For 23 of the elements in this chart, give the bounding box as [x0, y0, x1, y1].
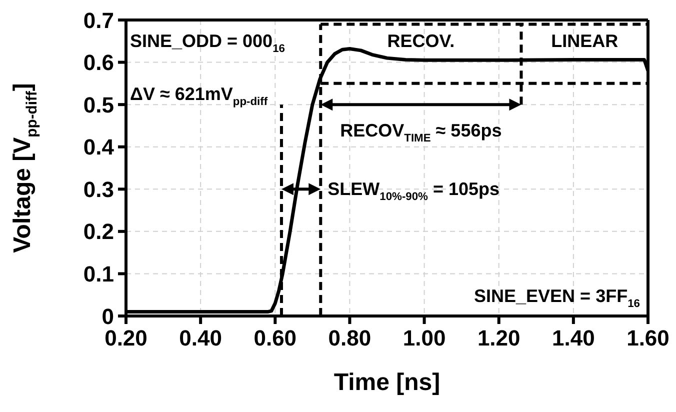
y-axis-title: Voltage [Vpp-diff]	[9, 83, 41, 253]
y-tick-label: 0.4	[83, 134, 115, 160]
x-tick-label: 0.60	[254, 326, 297, 351]
y-tick-label: 0.2	[83, 219, 114, 244]
x-tick-label: 1.20	[477, 326, 520, 351]
x-axis-title: Time [ns]	[334, 369, 440, 396]
x-tick-label: 0.80	[328, 326, 372, 351]
y-tick-label: 0.5	[83, 92, 114, 118]
y-tick-label: 0.6	[83, 50, 114, 76]
y-tick-label: 0.1	[83, 262, 114, 287]
x-tick-label: 1.00	[402, 326, 446, 351]
x-tick-label: 1.60	[626, 326, 670, 351]
annotation: RECOV$_{TIME}$ ≈ 556ps	[340, 120, 502, 145]
y-tick-label: 0.7	[83, 8, 114, 33]
x-tick-label: 0.40	[179, 326, 222, 351]
annotation: LINEAR	[551, 31, 618, 51]
x-tick-label: 1.40	[552, 326, 595, 351]
annotation: SINE_ODD = 000$_{16}$	[130, 31, 285, 56]
y-tick-label: 0.3	[83, 176, 114, 202]
annotation: RECOV.	[387, 31, 455, 51]
annotation: SLEW$_{10%-90%}$ = 105ps	[328, 179, 500, 204]
annotation: SINE_EVEN = 3FF$_{16}$	[474, 286, 640, 310]
annotation: ΔV ≈ 621mV$_{pp-diff}$	[130, 84, 268, 108]
